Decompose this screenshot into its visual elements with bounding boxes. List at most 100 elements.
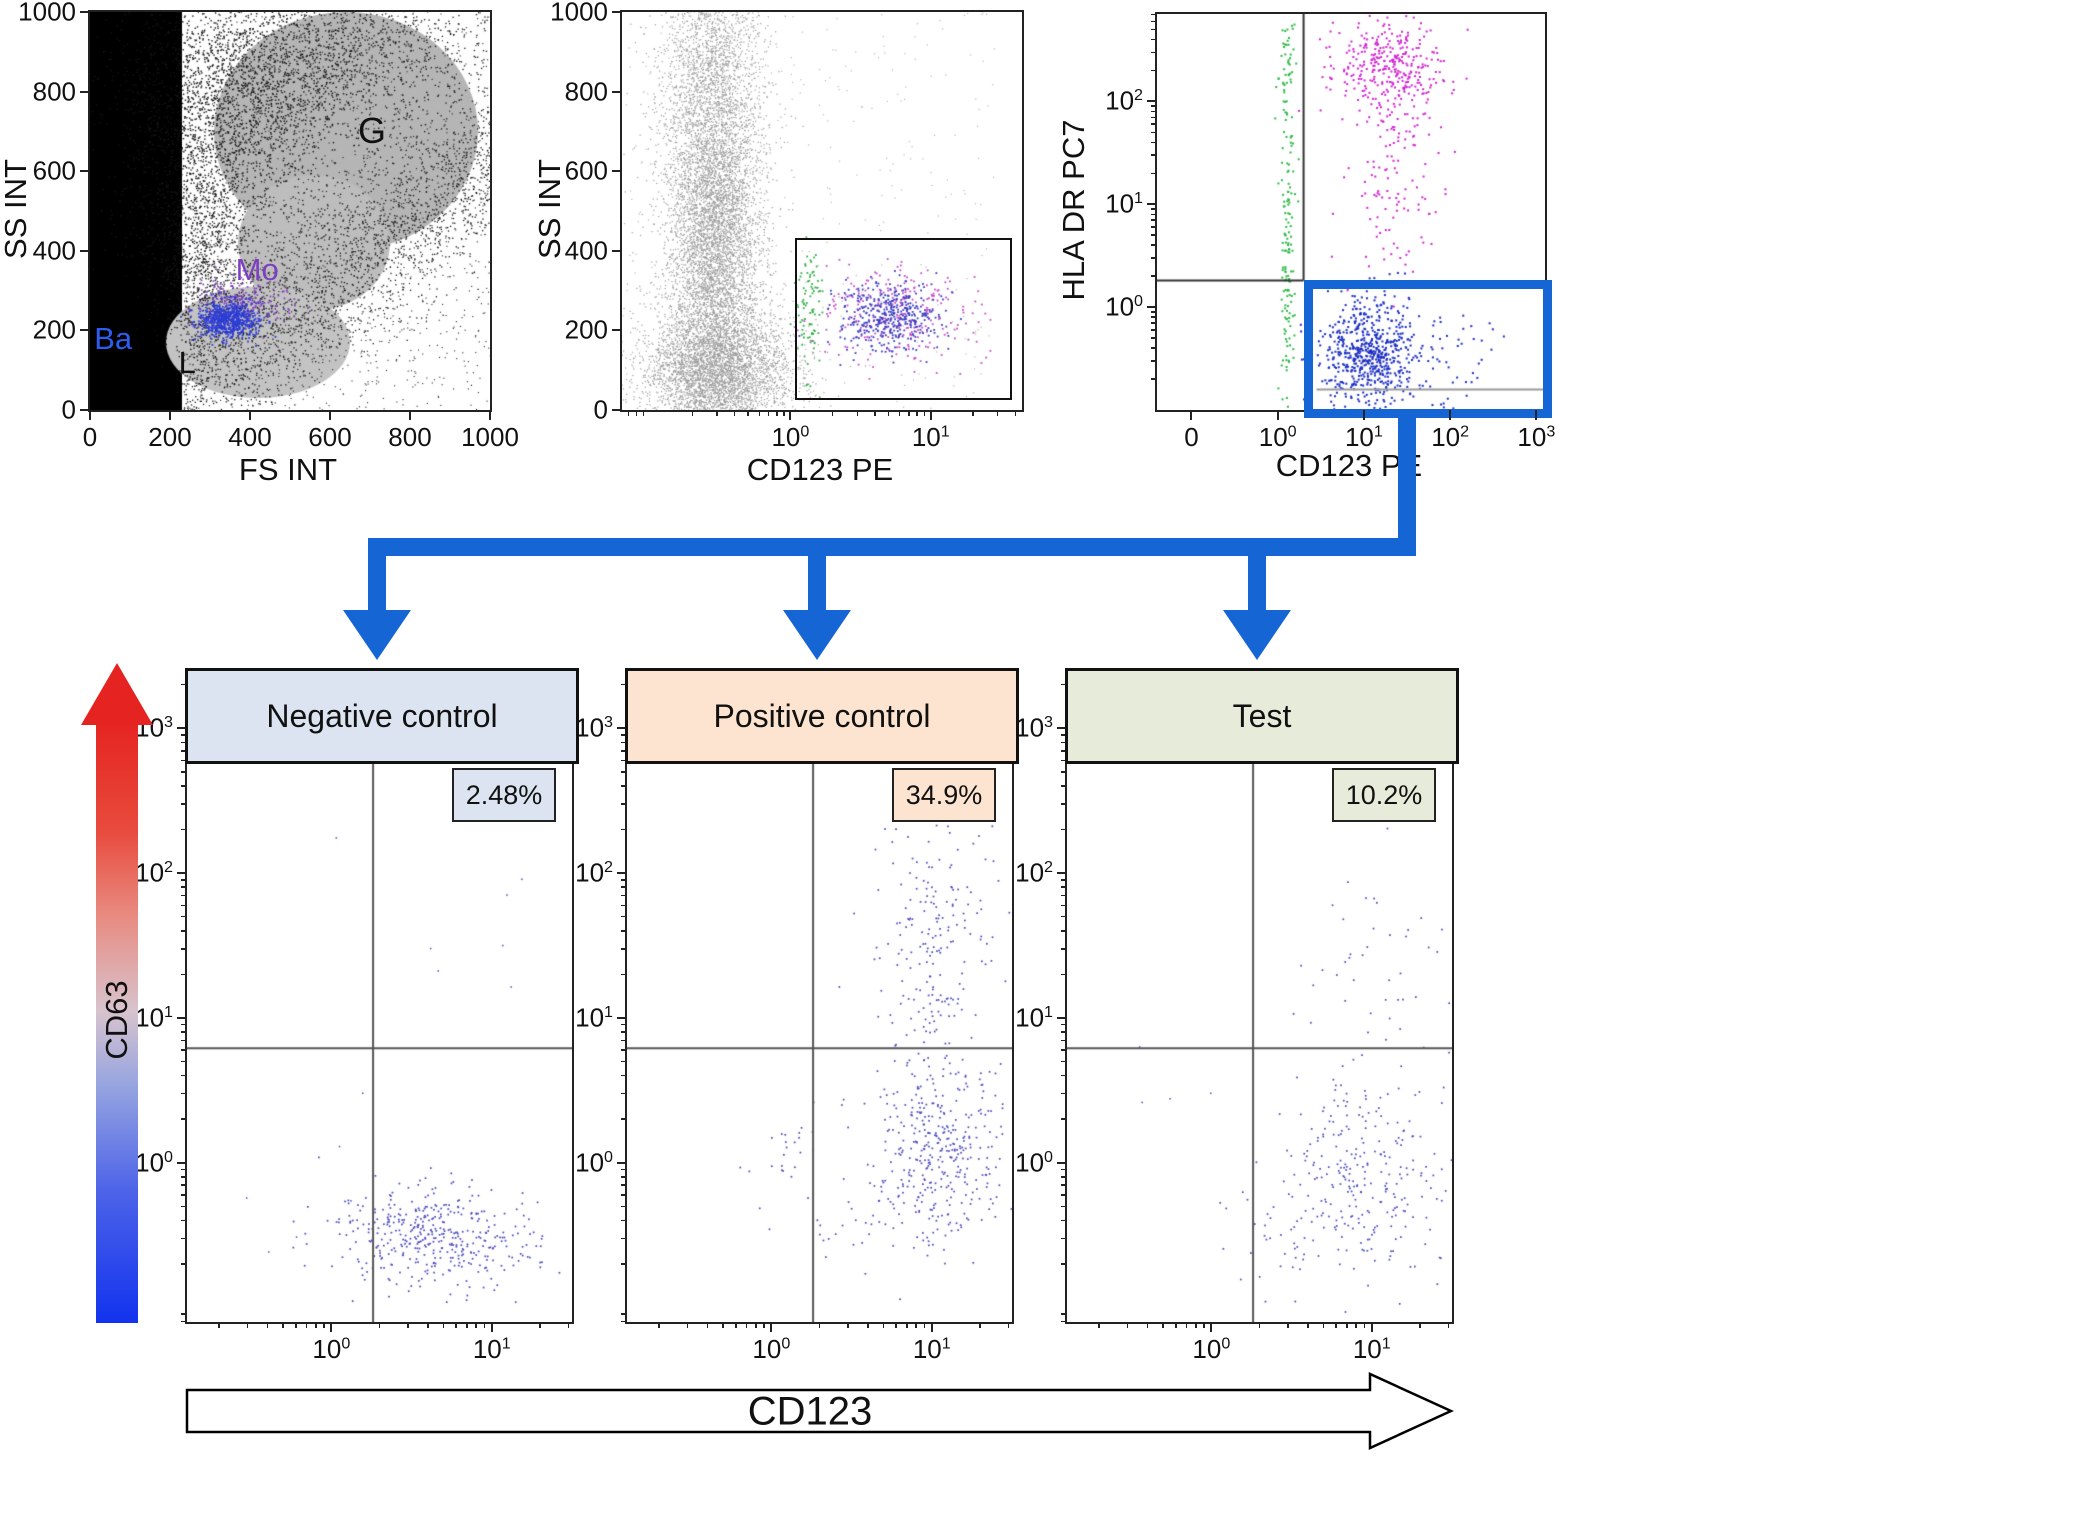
tick-mark <box>1061 1176 1067 1178</box>
tick-mark <box>1151 154 1157 156</box>
tick-mark <box>621 1023 627 1026</box>
x-axis-label-cd123pe-2: CD123 PE <box>1275 448 1423 483</box>
tick-mark <box>1061 1194 1067 1196</box>
tick-label: 100 <box>1015 1147 1053 1178</box>
tick-mark <box>1151 275 1157 277</box>
down-arrow-icon <box>343 610 411 660</box>
tick-mark <box>1276 410 1279 420</box>
tick-mark <box>181 828 187 831</box>
tick-mark <box>1061 741 1067 744</box>
quadrant-stat-test: 10.2% <box>1332 768 1436 822</box>
tick-label: 200 <box>148 422 192 452</box>
tick-label: 100 <box>575 1147 613 1178</box>
tick-label: 600 <box>308 422 352 452</box>
tick-mark <box>1147 100 1157 103</box>
tick-mark <box>282 1322 284 1328</box>
tick-mark <box>770 1322 773 1332</box>
tick-mark <box>621 894 627 897</box>
tick-label: 400 <box>32 235 76 266</box>
tick-label: 101 <box>1105 188 1143 219</box>
tick-mark <box>181 886 187 888</box>
tick-mark <box>1362 410 1365 420</box>
tick-mark <box>887 410 890 416</box>
tick-mark <box>1061 1184 1067 1186</box>
gate-connector-vertical <box>1398 412 1416 542</box>
tick-mark <box>658 1322 660 1328</box>
y-axis-label-ss-int-2: SS INT <box>532 159 567 259</box>
tick-mark <box>295 1322 297 1328</box>
tick-mark <box>1151 213 1157 215</box>
panel-title: Test <box>1232 697 1292 734</box>
tick-mark <box>621 1039 627 1042</box>
tick-mark <box>181 1049 187 1051</box>
tick-mark <box>181 879 187 881</box>
tick-mark <box>1007 1322 1010 1328</box>
plot-annotation: Ba <box>94 321 133 357</box>
tick-mark <box>621 1219 627 1222</box>
tick-mark <box>621 683 627 686</box>
tick-mark <box>315 1322 317 1328</box>
tick-mark <box>1307 1322 1309 1328</box>
tick-label: 101 <box>1352 1334 1391 1364</box>
scatter-canvas <box>1157 14 1545 410</box>
tick-mark <box>867 1322 869 1328</box>
tick-mark <box>181 1023 187 1026</box>
tick-mark <box>1151 337 1157 339</box>
tick-mark <box>831 410 834 416</box>
tick-mark <box>1151 69 1157 72</box>
tick-mark <box>407 1322 409 1328</box>
tick-mark <box>1057 1016 1067 1019</box>
scatter-canvas <box>90 12 490 410</box>
tick-label: 800 <box>564 76 608 107</box>
tick-mark <box>747 410 749 416</box>
tick-mark <box>1151 38 1157 41</box>
tick-mark <box>490 1322 493 1332</box>
tick-label: 100 <box>1258 422 1297 452</box>
tick-mark <box>1061 1168 1067 1171</box>
tick-mark <box>1151 347 1157 349</box>
tick-mark <box>1061 785 1067 787</box>
tick-mark <box>923 410 926 416</box>
tick-mark <box>906 1322 908 1328</box>
tick-mark <box>1355 1322 1357 1328</box>
tick-mark <box>80 329 90 332</box>
tick-mark <box>177 1016 187 1019</box>
tick-mark <box>621 1263 627 1265</box>
tick-mark <box>617 727 627 730</box>
tick-mark <box>1185 1322 1188 1328</box>
tick-mark <box>621 1168 627 1171</box>
tick-mark <box>621 879 627 881</box>
tick-label: 100 <box>752 1334 791 1364</box>
tick-mark <box>1346 1322 1348 1328</box>
gate-connector-drop-3 <box>1248 554 1266 612</box>
tick-label: 600 <box>564 155 608 186</box>
tick-mark <box>181 1168 187 1171</box>
tick-mark <box>856 410 859 416</box>
tick-mark <box>181 904 187 906</box>
panel-header-positive-control: Positive control <box>625 668 1019 764</box>
tick-mark <box>80 170 90 173</box>
tick-mark <box>621 759 627 762</box>
x-axis-label-cd123pe-1: CD123 PE <box>746 452 894 487</box>
tick-mark <box>181 759 187 762</box>
tick-label: 200 <box>32 314 76 345</box>
tick-label: 101 <box>135 1002 173 1033</box>
tick-mark <box>1287 1322 1289 1328</box>
tick-mark <box>466 1322 468 1328</box>
tick-mark <box>898 410 901 416</box>
tick-mark <box>181 750 187 752</box>
tick-mark <box>642 410 645 416</box>
tick-mark <box>1151 234 1157 236</box>
tick-mark <box>1146 1322 1149 1328</box>
down-arrow-icon <box>783 610 851 660</box>
tick-mark <box>621 1118 627 1120</box>
tick-label: 100 <box>1105 291 1143 322</box>
tick-mark <box>1322 1322 1325 1328</box>
cd123-axis-label: CD123 <box>747 1389 873 1434</box>
tick-mark <box>1151 28 1157 31</box>
cd123-axis-arrow <box>185 1372 1455 1450</box>
tick-mark <box>972 410 974 416</box>
tick-mark <box>929 410 932 420</box>
tick-mark <box>177 727 187 730</box>
tick-label: 103 <box>575 712 613 743</box>
